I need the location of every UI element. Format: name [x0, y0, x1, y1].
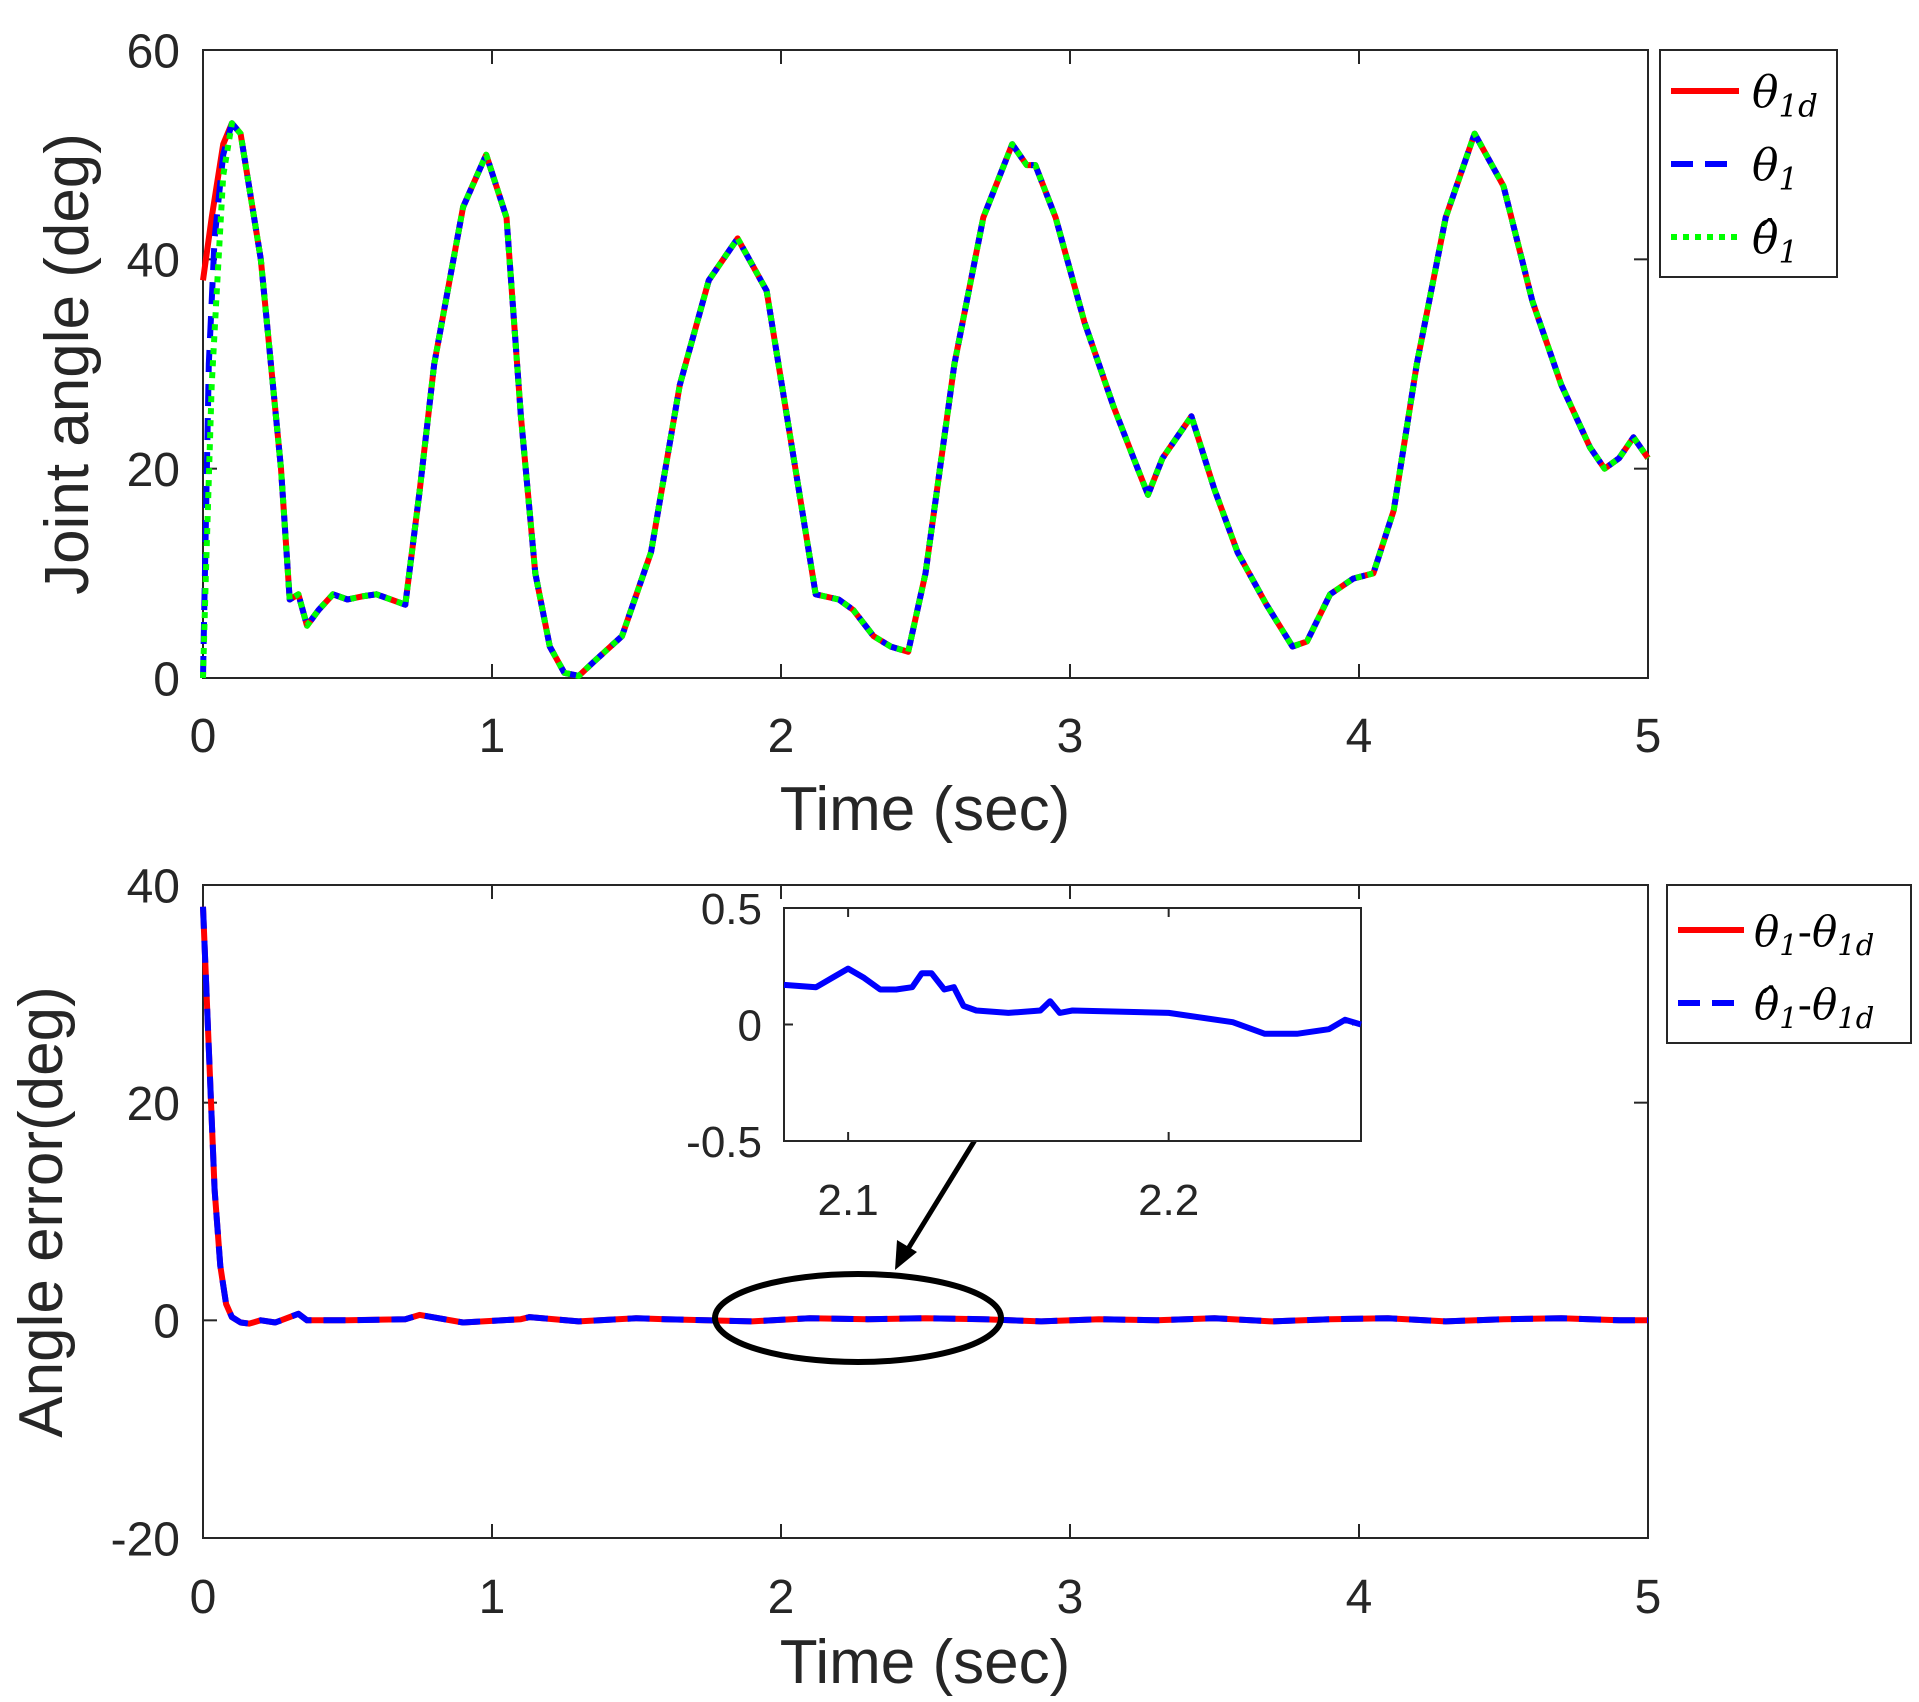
- x-tick-label: 4: [1346, 1571, 1373, 1624]
- y-tick-label: 60: [127, 25, 180, 78]
- x-tick-label: 3: [1057, 1571, 1084, 1624]
- x-tick-label: 4: [1346, 710, 1373, 763]
- top-plot: 0 1 2 3 4 5 0 20 40 60 Time (sec) Joint angle (de…: [33, 25, 1838, 844]
- y-tick-label: 0.5: [701, 885, 762, 934]
- x-tick-label: 2.2: [1138, 1176, 1199, 1225]
- legend-label-bottom-1: θ̂1-θ1d: [1754, 980, 1874, 1035]
- zoom-arrow-line: [900, 1138, 978, 1259]
- legend-label-bottom-0: θ1-θ1d: [1754, 907, 1874, 962]
- y-tick-label: 40: [127, 235, 180, 288]
- x-tick-label: 3: [1057, 710, 1084, 763]
- series-line-bottom-1: [200, 906, 1648, 1327]
- y-tick-label: 20: [127, 444, 180, 497]
- x-tick-label: 2.1: [818, 1176, 879, 1225]
- x-tick-label: 1: [479, 1571, 506, 1624]
- inset-ticks: 2.1 2.2 -0.5 0 0.5: [686, 885, 1361, 1225]
- y-tick-label: 0: [153, 653, 180, 706]
- bottom-plot-lines: [200, 906, 1648, 1327]
- y-tick-label: 20: [127, 1078, 180, 1131]
- x-tick-label: 0: [190, 1571, 217, 1624]
- top-plot-x-axis-label: Time (sec): [780, 775, 1070, 844]
- zoom-arrow-head: [895, 1240, 917, 1270]
- x-tick-label: 0: [190, 710, 217, 763]
- bottom-plot-legend-box: [1666, 884, 1912, 1044]
- zoom-region-ellipse: [712, 1271, 1004, 1365]
- series-line-inset-0: [783, 965, 1362, 1037]
- top-plot-y-axis-label: Joint angle (deg): [33, 133, 102, 595]
- inset-axes-box: [783, 907, 1362, 1142]
- inset-lines: [783, 965, 1362, 1037]
- top-plot-legend: θ1d θ1 θ̂1: [1659, 49, 1838, 278]
- x-tick-label: 1: [479, 710, 506, 763]
- zoom-inset: 2.1 2.2 -0.5 0 0.5: [686, 885, 1362, 1225]
- legend-label-top-2: θ̂1: [1752, 213, 1798, 271]
- top-plot-ticks: 0 1 2 3 4 5 0 20 40 60: [127, 25, 1662, 763]
- x-tick-label: 2: [768, 710, 795, 763]
- legend-label-top-0: θ1d: [1752, 67, 1818, 125]
- x-tick-label: 5: [1635, 710, 1662, 763]
- y-tick-label: 0: [153, 1296, 180, 1349]
- x-tick-label: 2: [768, 1571, 795, 1624]
- y-tick-label: -0.5: [686, 1118, 762, 1167]
- series-line-top-1: [200, 120, 1651, 679]
- x-tick-label: 5: [1635, 1571, 1662, 1624]
- top-plot-lines: [200, 120, 1651, 679]
- legend-label-top-1: θ1: [1752, 140, 1798, 198]
- y-tick-label: 40: [127, 860, 180, 913]
- bottom-plot-x-axis-label: Time (sec): [780, 1628, 1070, 1697]
- bottom-plot-legend: θ1-θ1d θ̂1-θ1d: [1666, 884, 1912, 1044]
- y-tick-label: 0: [738, 1001, 762, 1050]
- y-tick-label: -20: [111, 1513, 180, 1566]
- bottom-plot-y-axis-label: Angle error(deg): [7, 986, 76, 1437]
